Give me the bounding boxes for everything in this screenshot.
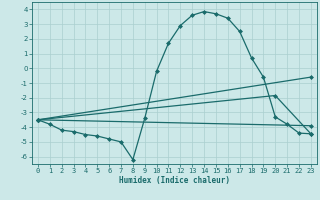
X-axis label: Humidex (Indice chaleur): Humidex (Indice chaleur) [119, 176, 230, 185]
